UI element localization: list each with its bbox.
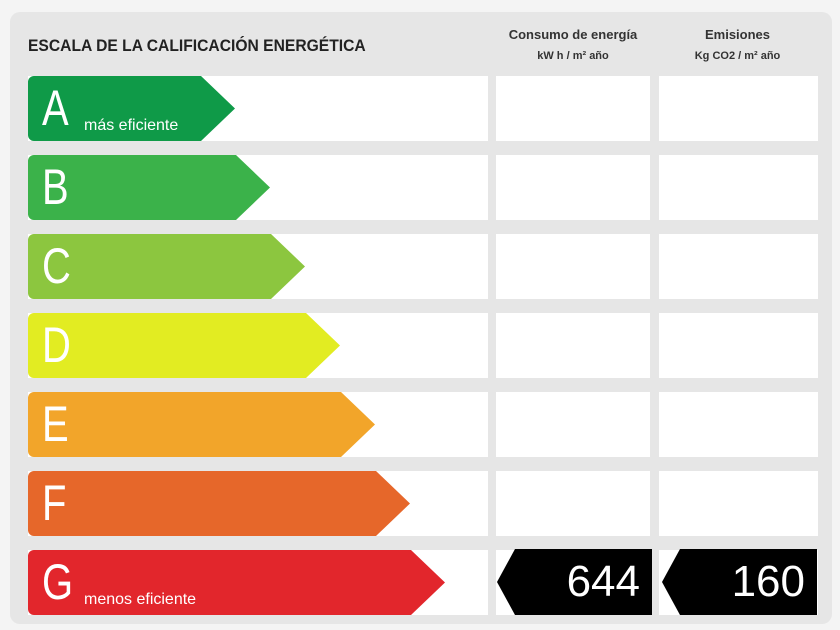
emissions-cell (659, 234, 818, 299)
consumption-header: Consumo de energía kW h / m² año (490, 27, 656, 62)
consumption-cell (496, 392, 650, 457)
rating-letter: E (42, 396, 69, 452)
consumption-value: 644 (497, 549, 652, 615)
rating-row-c: C (0, 234, 840, 299)
rating-arrow: E (28, 392, 375, 457)
emissions-label: Emisiones (704, 27, 771, 42)
emissions-cell (659, 392, 818, 457)
rating-row-a: A más eficiente (0, 76, 840, 141)
rating-row-d: D (0, 313, 840, 378)
consumption-cell (496, 76, 650, 141)
label-title: ESCALA DE LA CALIFICACIÓN ENERGÉTICA (28, 36, 366, 55)
rating-row-b: B (0, 155, 840, 220)
rating-arrow: B (28, 155, 270, 220)
emissions-header: Emisiones Kg CO2 / m² año (655, 27, 820, 62)
emissions-cell (659, 155, 818, 220)
consumption-cell (496, 313, 650, 378)
rating-arrow: F (28, 471, 410, 536)
rating-letter: D (42, 317, 71, 373)
emissions-cell (659, 471, 818, 536)
rating-arrow: C (28, 234, 305, 299)
consumption-unit: kW h / m² año (537, 50, 609, 62)
rating-row-f: F (0, 471, 840, 536)
consumption-label: Consumo de energía (508, 27, 638, 42)
consumption-cell (496, 234, 650, 299)
rating-arrow: G menos eficiente (28, 550, 445, 615)
rating-letter: B (42, 159, 69, 215)
rating-caption: menos eficiente (84, 591, 197, 608)
rating-letter: C (42, 238, 71, 294)
rating-letter: F (42, 475, 67, 531)
rating-arrow: A más eficiente (28, 76, 235, 141)
rating-letter: A (42, 80, 69, 136)
consumption-cell (496, 471, 650, 536)
rating-row-e: E (0, 392, 840, 457)
rating-letter: G (42, 554, 74, 610)
emissions-unit: Kg CO2 / m² año (694, 50, 781, 62)
emissions-cell (659, 313, 818, 378)
emissions-cell (659, 76, 818, 141)
rating-row-g: G menos eficiente 644 160 (0, 549, 840, 615)
consumption-cell (496, 155, 650, 220)
rating-arrow: D (28, 313, 340, 378)
emissions-value: 160 (662, 549, 817, 615)
rating-caption: más eficiente (84, 117, 179, 134)
